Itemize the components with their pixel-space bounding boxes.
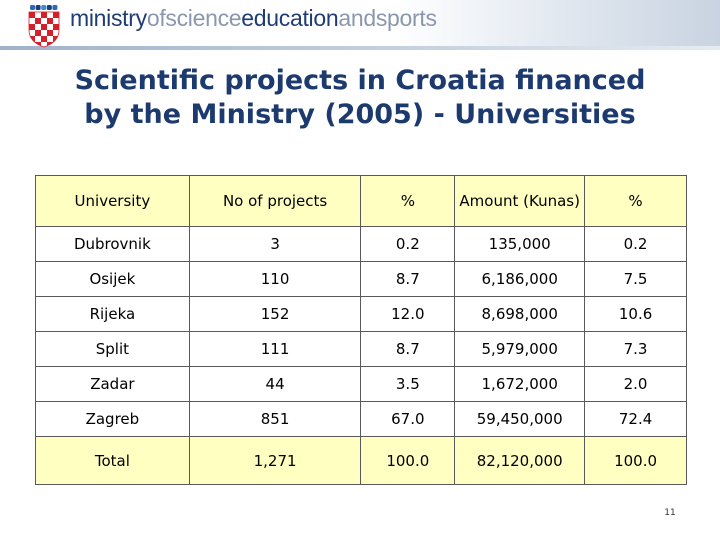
- table-cell: 8,698,000: [454, 296, 586, 332]
- brand-part-andsports: andsports: [338, 5, 437, 31]
- table-cell: 851: [188, 401, 362, 437]
- table-cell: Zadar: [35, 366, 190, 402]
- universities-table: University No of projects% Amount (Kunas)%…: [35, 175, 687, 485]
- table-cell: 6,186,000: [454, 261, 586, 297]
- table-header-row: University No of projects% Amount (Kunas)%: [35, 175, 687, 227]
- total-cell: Total: [35, 436, 190, 485]
- table-cell: 5,979,000: [454, 331, 586, 367]
- ministry-brand-logo: ministryofscienceeducationandsports: [70, 7, 437, 30]
- column-header: %: [584, 175, 687, 227]
- slide-title: Scientific projects in Croatia financed …: [20, 64, 700, 132]
- page-number: 11: [664, 508, 676, 518]
- total-cell: 1,271: [188, 436, 362, 485]
- table-row: Dubrovnik 3 0.2 135,000 0.2: [35, 226, 687, 262]
- header-band: ministryofscienceeducationandsports: [0, 0, 720, 50]
- brand-part-ofscience: ofscience: [146, 5, 242, 31]
- column-header: University: [35, 175, 190, 227]
- table-cell: Rijeka: [35, 296, 190, 332]
- table-cell: 152: [188, 296, 362, 332]
- table-cell: 110: [188, 261, 362, 297]
- column-header: No of projects: [188, 175, 362, 227]
- table-cell: 72.4: [584, 401, 687, 437]
- table-cell: 2.0: [584, 366, 687, 402]
- table-row: Zagreb 851 67.0 59,450,000 72.4: [35, 401, 687, 437]
- brand-part-education: education: [241, 5, 339, 31]
- total-cell: 100.0: [584, 436, 687, 485]
- table-cell: 135,000: [454, 226, 586, 262]
- table-row: Zadar 44 3.5 1,672,000 2.0: [35, 366, 687, 402]
- table-cell: 59,450,000: [454, 401, 586, 437]
- table-cell: 12.0: [360, 296, 456, 332]
- total-cell: 100.0: [360, 436, 456, 485]
- slide-title-line-1: Scientific projects in Croatia financed: [74, 65, 646, 96]
- table-cell: Zagreb: [35, 401, 190, 437]
- table-cell: 7.5: [584, 261, 687, 297]
- table-cell: 3: [188, 226, 362, 262]
- table-cell: 67.0: [360, 401, 456, 437]
- table-row: Rijeka 152 12.0 8,698,000 10.6: [35, 296, 687, 332]
- column-header: %: [360, 175, 456, 227]
- table-cell: 3.5: [360, 366, 456, 402]
- table-cell: Osijek: [35, 261, 190, 297]
- croatian-checkerboard-shield-icon: [28, 5, 60, 48]
- table-cell: 7.3: [584, 331, 687, 367]
- table-cell: 1,672,000: [454, 366, 586, 402]
- table-cell: 8.7: [360, 261, 456, 297]
- table-cell: 44: [188, 366, 362, 402]
- table-row: Osijek 110 8.7 6,186,000 7.5: [35, 261, 687, 297]
- table-row: Split 111 8.7 5,979,000 7.3: [35, 331, 687, 367]
- table-cell: 111: [188, 331, 362, 367]
- table-total-row: Total 1,271 100.0 82,120,000 100.0: [35, 436, 687, 485]
- table-cell: Split: [35, 331, 190, 367]
- slide-title-line-2: by the Ministry (2005) - Universities: [84, 99, 636, 130]
- table-cell: 0.2: [584, 226, 687, 262]
- brand-part-ministry: ministry: [70, 5, 147, 31]
- table-cell: 0.2: [360, 226, 456, 262]
- table-cell: 10.6: [584, 296, 687, 332]
- header-rule: [0, 46, 720, 50]
- table-cell: 8.7: [360, 331, 456, 367]
- total-cell: 82,120,000: [454, 436, 586, 485]
- header-gradient: [0, 0, 720, 46]
- column-header: Amount (Kunas): [454, 175, 586, 227]
- table-cell: Dubrovnik: [35, 226, 190, 262]
